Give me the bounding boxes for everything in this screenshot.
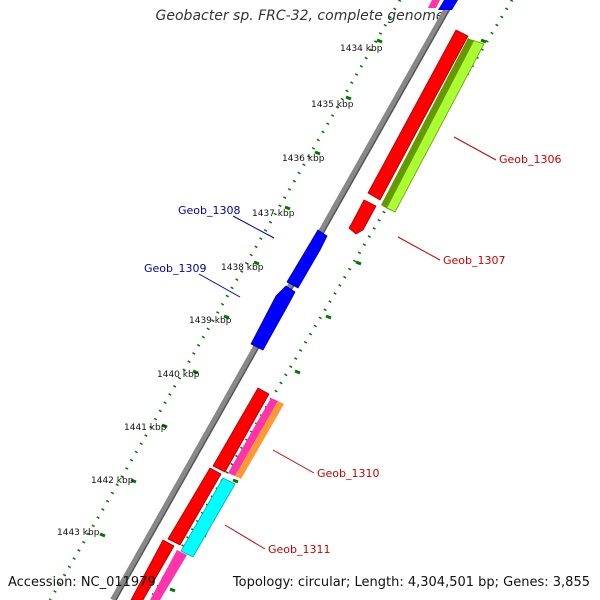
tick-label: 1437 kbp	[252, 209, 295, 219]
gene-arrow-top-pink[interactable]	[428, 0, 440, 8]
tick-label: 1436 kbp	[282, 154, 325, 164]
gene-track-olive[interactable]	[381, 38, 474, 208]
tick-label: 1442 kbp	[91, 476, 134, 486]
leader-line-geob-1310	[272, 449, 315, 474]
gene-track-pink-bottom[interactable]	[150, 550, 187, 600]
gene-label-geob-1311[interactable]: Geob_1311	[268, 543, 331, 556]
gene-track-cyan-1311[interactable]	[180, 477, 236, 558]
gene-label-geob-1307[interactable]: Geob_1307	[443, 254, 506, 267]
leader-line-geob-1311	[224, 524, 266, 550]
tick-label: 1441 kbp	[124, 423, 167, 433]
gene-arrow-bottom-red[interactable]	[130, 539, 175, 600]
gene-arrow-geob-1309[interactable]	[250, 285, 296, 351]
gene-arrow-geob-1310[interactable]	[212, 387, 270, 473]
map-title: Geobacter sp. FRC-32, complete genome	[155, 8, 445, 24]
gene-arrow-geob-1306[interactable]	[367, 29, 469, 201]
leader-line-geob-1308	[232, 215, 275, 239]
gene-label-geob-1309[interactable]: Geob_1309	[144, 262, 207, 275]
tick-label: 1439 kbp	[189, 316, 232, 326]
tick-label: 1434 kbp	[340, 44, 383, 54]
gene-arrow-geob-1307[interactable]	[348, 199, 377, 235]
tick-label: 1443 kbp	[57, 528, 100, 538]
tick-label: 1438 kbp	[221, 263, 264, 273]
gene-label-geob-1308[interactable]: Geob_1308	[178, 204, 241, 217]
leader-line-geob-1309	[198, 273, 241, 298]
accession-label: Accession: NC_011979	[8, 575, 156, 590]
gene-label-geob-1306[interactable]: Geob_1306	[499, 153, 562, 166]
leader-line-geob-1306	[453, 136, 497, 161]
gene-track-pink-1310[interactable]	[228, 398, 278, 476]
leader-line-geob-1307	[397, 236, 441, 261]
tick-label: 1440 kbp	[157, 370, 200, 380]
gene-label-geob-1310[interactable]: Geob_1310	[317, 467, 380, 480]
gene-arrow-top-blue[interactable]	[438, 0, 458, 10]
gene-arrow-geob-1308[interactable]	[286, 229, 328, 289]
genome-stats: Topology: circular; Length: 4,304,501 bp…	[232, 575, 590, 590]
gene-arrow-geob-1311[interactable]	[167, 467, 222, 546]
tick-label: 1435 kbp	[311, 100, 354, 110]
left-major-ticks	[99, 38, 383, 538]
gene-track-orange-1310[interactable]	[235, 401, 284, 479]
left-dotted-ring	[48, 0, 402, 600]
